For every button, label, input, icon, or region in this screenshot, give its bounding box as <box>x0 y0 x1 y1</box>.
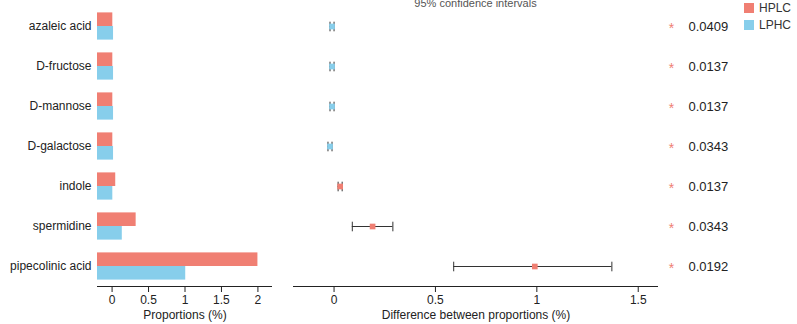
svg-text:0.0343: 0.0343 <box>689 139 729 154</box>
svg-text:D-mannose: D-mannose <box>29 99 91 113</box>
svg-text:0.0137: 0.0137 <box>689 99 729 114</box>
svg-text:*: * <box>669 140 675 156</box>
svg-text:1: 1 <box>533 293 540 307</box>
svg-text:0.5: 0.5 <box>140 293 157 307</box>
svg-text:azaleic acid: azaleic acid <box>29 19 92 33</box>
svg-text:0.0137: 0.0137 <box>689 179 729 194</box>
svg-text:0.0343: 0.0343 <box>689 219 729 234</box>
svg-text:0.0137: 0.0137 <box>689 59 729 74</box>
svg-text:*: * <box>669 180 675 196</box>
svg-text:*: * <box>669 20 675 36</box>
svg-text:0.0192: 0.0192 <box>689 259 729 274</box>
svg-text:0: 0 <box>109 293 116 307</box>
svg-text:Proportions (%): Proportions (%) <box>143 308 226 322</box>
svg-text:2: 2 <box>255 293 262 307</box>
svg-text:spermidine: spermidine <box>33 219 92 233</box>
svg-text:*: * <box>669 100 675 116</box>
svg-text:D-fructose: D-fructose <box>36 59 92 73</box>
svg-text:D-galactose: D-galactose <box>27 139 91 153</box>
svg-text:pipecolinic acid: pipecolinic acid <box>10 259 91 273</box>
html-text:HPLC: HPLC <box>759 1 791 15</box>
svg-text:*: * <box>669 220 675 236</box>
svg-text:1.5: 1.5 <box>630 293 647 307</box>
svg-text:0.0409: 0.0409 <box>689 19 729 34</box>
svg-text:Difference between proportions: Difference between proportions (%) <box>382 308 571 322</box>
svg-text:indole: indole <box>59 179 91 193</box>
html-text:LPHC: LPHC <box>759 18 791 32</box>
svg-text:*: * <box>669 260 675 276</box>
svg-text:*: * <box>669 60 675 76</box>
svg-text:0.5: 0.5 <box>427 293 444 307</box>
svg-text:0: 0 <box>331 293 338 307</box>
svg-text:1.5: 1.5 <box>213 293 230 307</box>
svg-text:1: 1 <box>182 293 189 307</box>
